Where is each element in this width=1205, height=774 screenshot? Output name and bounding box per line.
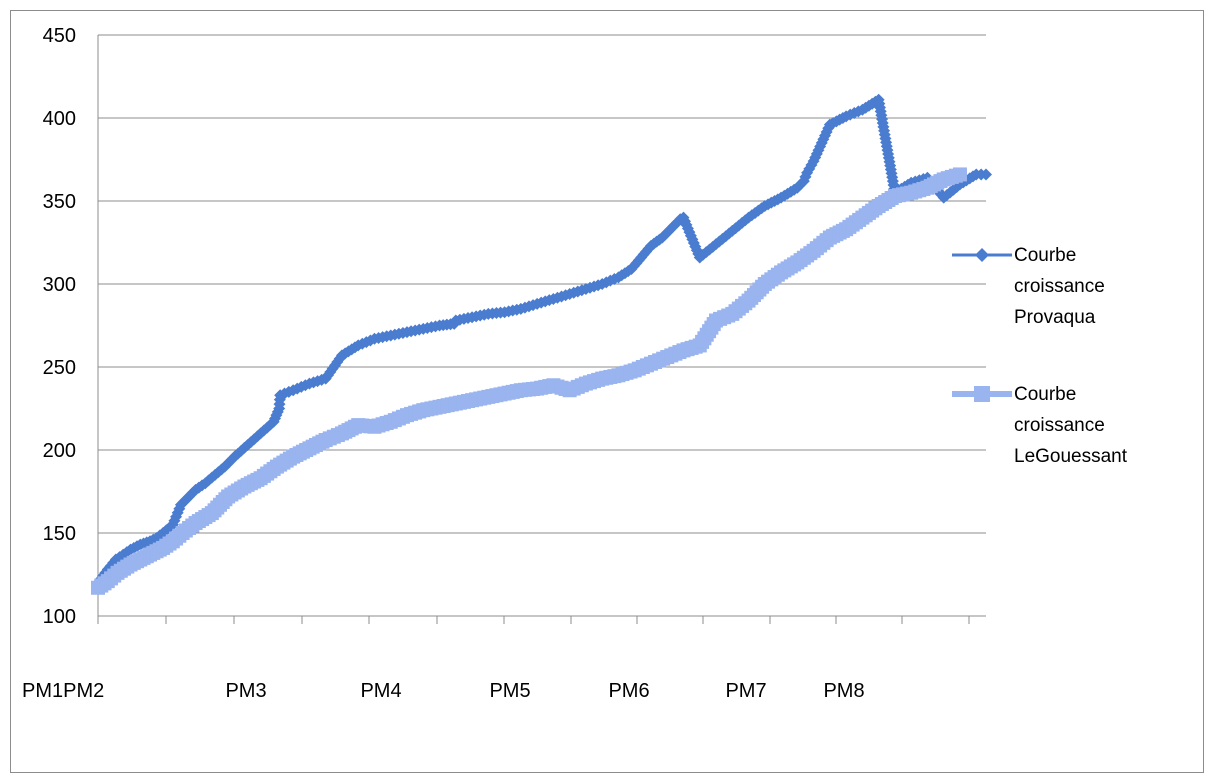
x-tick-label: PM4 <box>360 680 401 702</box>
series-1 <box>92 93 992 589</box>
legend-entry-2: Courbe croissance LeGouessant <box>952 384 1128 467</box>
legend-entry-1: Courbe croissance Provaqua <box>952 245 1105 328</box>
x-tick-label: PM6 <box>608 680 649 702</box>
legend-label: croissance <box>1014 415 1105 436</box>
y-tick-label: 300 <box>43 274 76 296</box>
series-line <box>96 98 986 584</box>
y-tick-label: 200 <box>43 440 76 462</box>
legend: Courbe croissance Provaqua Courbe croissance… <box>952 245 1128 467</box>
y-tick-label: 150 <box>43 523 76 545</box>
x-tick-label: PM3 <box>225 680 266 702</box>
axes <box>97 35 986 624</box>
y-tick-label: 450 <box>43 25 76 47</box>
x-tick-label: PM1PM2 <box>22 680 104 702</box>
x-tick-label: PM5 <box>489 680 530 702</box>
legend-label: croissance <box>1014 276 1105 297</box>
y-tick-label: 100 <box>43 606 76 628</box>
series-layer <box>91 93 992 595</box>
data-point <box>980 168 992 181</box>
y-tick-label: 400 <box>43 108 76 130</box>
x-tick-label: PM7 <box>725 680 766 702</box>
x-tick-label: PM8 <box>823 680 864 702</box>
data-point <box>952 167 967 182</box>
y-tick-label: 350 <box>43 191 76 213</box>
legend-label: Courbe <box>1014 245 1076 266</box>
series-2 <box>91 167 967 595</box>
legend-label: Courbe <box>1014 384 1076 405</box>
y-axis-tick-labels: 100 150 200 250 300 350 400 450 <box>43 25 76 628</box>
legend-label: Provaqua <box>1014 307 1096 328</box>
chart-area <box>10 10 1204 773</box>
y-tick-label: 250 <box>43 357 76 379</box>
x-axis-tick-labels: PM1PM2 PM3 PM4 PM5 PM6 PM7 PM8 <box>22 680 865 702</box>
legend-marker <box>974 386 990 402</box>
legend-label: LeGouessant <box>1014 446 1128 467</box>
legend-marker <box>975 248 989 262</box>
